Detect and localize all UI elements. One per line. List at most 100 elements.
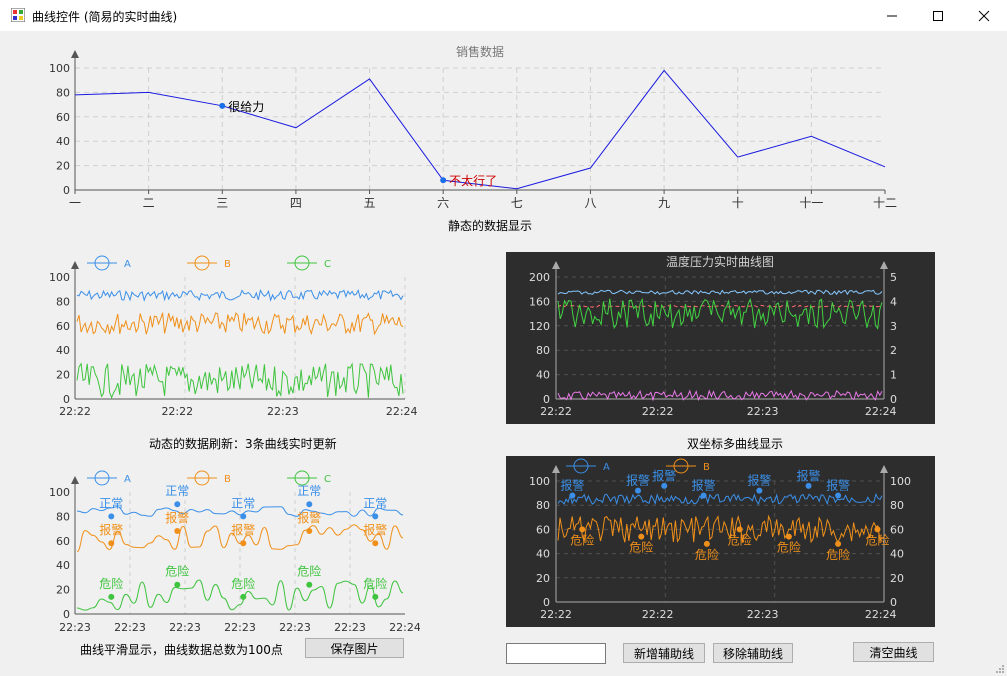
smooth-mark-a-point <box>240 513 247 520</box>
close-icon <box>978 10 990 21</box>
smooth-x-tick: 22:23 <box>169 621 201 634</box>
temp-y-left-tick: 120 <box>529 320 550 333</box>
remove-aux-line-button[interactable]: 移除辅助线 <box>713 643 793 663</box>
add-aux-line-button[interactable]: 新增辅助线 <box>623 643 705 663</box>
dual-x-tick: 22:23 <box>747 608 779 621</box>
legend-label: B <box>703 462 710 473</box>
sales-y-tick: 100 <box>49 62 70 75</box>
smooth-caption: 曲线平滑显示，曲线数据总数为100点 <box>80 643 283 657</box>
close-button[interactable] <box>961 0 1007 31</box>
window-title: 曲线控件 (简易的实时曲线) <box>32 10 178 24</box>
dual-mark-b-point <box>835 540 842 547</box>
dual-mark-b-point <box>785 533 792 540</box>
smooth-mark-a-label: 正常 <box>99 496 123 510</box>
dual-y-right-tick: 40 <box>890 548 904 561</box>
sales-title: 销售数据 <box>456 44 504 59</box>
dynamic-series-b <box>76 312 404 336</box>
dual-x-tick: 22:22 <box>642 608 674 621</box>
smooth-mark-a-point <box>306 501 313 508</box>
dual-y-right-arrow-icon <box>880 465 888 473</box>
clear-curves-button[interactable]: 清空曲线 <box>853 642 934 662</box>
temp-x-tick: 22:23 <box>747 405 779 418</box>
sales-x-tick: 八 <box>584 196 596 210</box>
dual-mark-a-point <box>635 487 641 494</box>
legend-label: C <box>324 259 331 270</box>
legend-label: B <box>224 474 231 485</box>
smooth-mark-b-label: 报警 <box>231 522 255 537</box>
smooth-mark-b-point <box>174 528 181 535</box>
legend-circle-icon <box>194 470 210 486</box>
dual-mark-b-label: 危险 <box>865 532 889 547</box>
temp-series-green <box>557 297 883 330</box>
temp-y-right-tick: 4 <box>890 295 897 308</box>
sales-line <box>74 69 886 190</box>
dual-y-right-tick: 100 <box>890 475 911 488</box>
temp-y-left-tick: 160 <box>529 295 550 308</box>
resize-grip-icon[interactable] <box>995 664 1005 674</box>
dual-mark-a-point <box>661 482 668 489</box>
smooth-mark-b-point <box>372 540 379 547</box>
temp-y-right-tick: 3 <box>890 320 897 333</box>
sales-y-tick: 80 <box>56 86 70 99</box>
dual-mark-a-point <box>700 492 707 499</box>
dual-mark-b-label: 危险 <box>728 532 752 547</box>
dual-mark-b-label: 危险 <box>826 547 850 562</box>
legend-label: A <box>603 462 610 473</box>
dual-mark-b-point <box>638 533 645 540</box>
dual-background <box>506 456 935 627</box>
dynamic-y-axis-arrow-icon <box>71 261 79 269</box>
smooth-x-tick: 22:23 <box>59 621 91 634</box>
maximize-icon <box>933 10 943 21</box>
dynamic-y-tick: 40 <box>56 344 70 357</box>
dual-y-right-tick: 60 <box>890 523 904 536</box>
smooth-mark-b-point <box>108 540 115 547</box>
smooth-y-tick: 80 <box>56 510 70 523</box>
dynamic-x-tick: 22:22 <box>59 405 91 418</box>
temp-pressure-chart: 温度压力实时曲线图 0 40 80 120 160 200 0 1 2 3 4 5 22:22 22:22 2… <box>506 252 935 424</box>
dual-mark-b-point <box>703 540 710 547</box>
temp-y-right-tick: 1 <box>890 369 897 382</box>
temp-x-tick: 22:22 <box>642 405 674 418</box>
smooth-mark-a-label: 正常 <box>297 484 321 498</box>
smooth-mark-a-point <box>174 501 181 508</box>
smooth-mark-c-point <box>174 581 181 588</box>
legend-circle-icon <box>673 458 689 474</box>
dual-mark-a-label: 报警 <box>652 468 676 483</box>
sales-y-tick: 60 <box>56 111 70 124</box>
legend-label: B <box>224 259 231 270</box>
temp-y-left-tick: 200 <box>529 271 550 284</box>
sales-x-tick: 九 <box>658 196 670 210</box>
dual-mark-a-point <box>756 487 763 494</box>
sales-x-tick: 七 <box>511 196 523 210</box>
smooth-mark-c-label: 危险 <box>297 564 321 579</box>
smooth-mark-c-label: 危险 <box>99 576 123 591</box>
smooth-chart: A B C 0 20 40 60 80 100 22:23 22:23 22:23 22:23 22:23… <box>49 470 420 634</box>
smooth-mark-b-label: 报警 <box>363 522 387 537</box>
smooth-x-tick: 22:23 <box>224 621 256 634</box>
dynamic-x-tick: 22:23 <box>267 405 299 418</box>
dual-y-left-tick: 60 <box>536 523 550 536</box>
save-image-button[interactable]: 保存图片 <box>305 638 404 658</box>
smooth-mark-a-label: 正常 <box>363 496 387 510</box>
dynamic-y-tick: 100 <box>49 271 70 284</box>
sales-marker-point <box>440 177 447 184</box>
smooth-mark-a-label: 正常 <box>231 496 255 510</box>
minimize-button[interactable] <box>869 0 915 31</box>
smooth-mark-c-label: 危险 <box>363 576 387 591</box>
dual-mark-a-point <box>805 482 812 489</box>
sales-annotation: 很给力 <box>228 100 264 114</box>
legend-label: A <box>124 259 131 270</box>
aux-line-input[interactable] <box>506 643 606 664</box>
dual-y-left-tick: 0 <box>543 596 550 609</box>
temp-y-right-tick: 0 <box>890 393 897 406</box>
temp-y-left-tick: 40 <box>536 369 550 382</box>
temp-y-right-arrow-icon <box>880 261 888 269</box>
dynamic-y-tick: 20 <box>56 369 70 382</box>
maximize-button[interactable] <box>915 0 961 31</box>
temp-y-left-tick: 0 <box>543 393 550 406</box>
sales-x-tick: 十二 <box>873 196 897 210</box>
app-icon <box>11 8 25 22</box>
dual-mark-a-label: 报警 <box>692 478 716 493</box>
sales-y-tick: 20 <box>56 160 70 173</box>
smooth-y-tick: 20 <box>56 584 70 597</box>
